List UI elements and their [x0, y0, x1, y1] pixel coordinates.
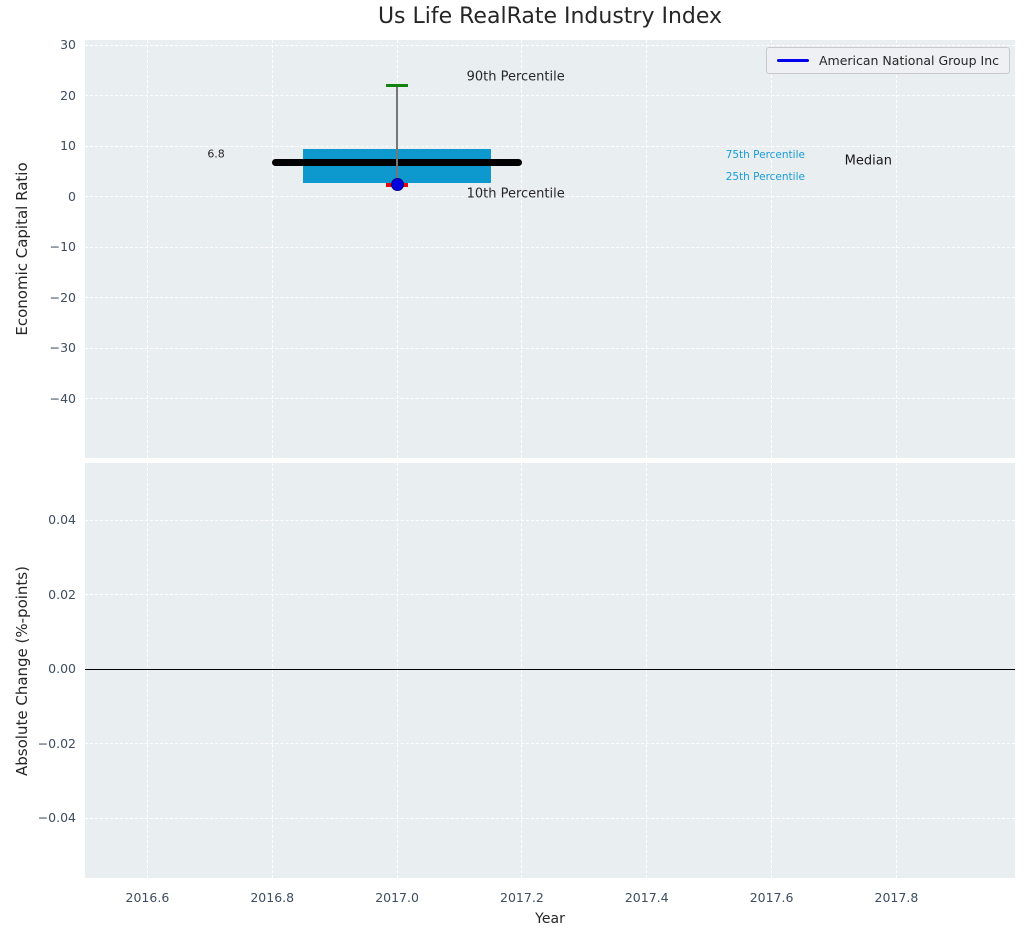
x-tick-label: 2017.2: [500, 890, 544, 905]
gridline-horizontal: [85, 398, 1015, 400]
whisker-line: [396, 85, 398, 186]
y-tick-label: 10: [60, 138, 76, 154]
legend-line-sample: [776, 59, 809, 62]
gridline-vertical: [521, 463, 523, 878]
annotation-25th-percentile: 25th Percentile: [725, 170, 805, 183]
gridline-vertical: [271, 463, 273, 878]
gridline-vertical: [521, 40, 523, 458]
y-tick-label: −0.04: [37, 810, 76, 826]
y-tick-label: 0.02: [48, 586, 76, 602]
gridline-vertical: [895, 40, 897, 458]
annotation-median: Median: [844, 153, 892, 169]
x-axis-label: Year: [535, 911, 565, 927]
y-tick-label: 0.00: [48, 661, 76, 677]
annotation-6-8: 6.8: [207, 147, 225, 161]
annotation-75th-percentile: 75th Percentile: [725, 148, 805, 161]
x-tick-label: 2016.8: [250, 890, 295, 905]
gridline-horizontal: [85, 817, 1015, 819]
x-tick-label: 2016.6: [125, 890, 170, 905]
axes-background: [85, 463, 1015, 878]
gridline-vertical: [646, 40, 648, 458]
gridline-horizontal: [85, 196, 1015, 198]
gridline-vertical: [146, 40, 148, 458]
chart-title: Us Life RealRate Industry Index: [377, 4, 723, 29]
gridline-horizontal: [85, 519, 1015, 521]
y-tick-label: 30: [60, 37, 76, 53]
gridline-horizontal: [85, 95, 1015, 97]
gridline-vertical: [146, 463, 148, 878]
gridline-vertical: [771, 40, 773, 458]
gridline-vertical: [396, 463, 398, 878]
gridline-horizontal: [85, 594, 1015, 596]
y-tick-label: 0.04: [48, 512, 76, 528]
gridline-horizontal: [85, 44, 1015, 46]
axes-background: [85, 40, 1015, 458]
annotation-90th-percentile: 90th Percentile: [466, 69, 565, 85]
y-tick-label: −30: [49, 340, 76, 356]
gridline-vertical: [895, 463, 897, 878]
y-tick-label: 0: [68, 188, 76, 204]
gridline-horizontal: [85, 297, 1015, 299]
annotation-10th-percentile: 10th Percentile: [466, 186, 565, 202]
y-tick-label: −40: [49, 390, 76, 406]
p90-cap: [386, 83, 408, 88]
x-tick-label: 2017.6: [749, 890, 794, 905]
x-tick-label: 2017.8: [874, 890, 919, 905]
gridline-horizontal: [85, 145, 1015, 147]
gridline-vertical: [396, 40, 398, 458]
company-point: [390, 177, 404, 191]
gridline-vertical: [646, 463, 648, 878]
gridline-vertical: [271, 40, 273, 458]
gridline-horizontal: [85, 246, 1015, 248]
y-tick-label: 20: [60, 87, 76, 103]
y-tick-label: −0.02: [37, 735, 76, 751]
y-tick-label: −10: [49, 239, 76, 255]
legend-label: American National Group Inc: [818, 53, 999, 68]
legend: American National Group Inc: [765, 47, 1010, 74]
gridline-horizontal: [85, 743, 1015, 745]
x-tick-label: 2017.4: [624, 890, 669, 905]
gridline-vertical: [771, 463, 773, 878]
zero-line: [85, 668, 1015, 671]
gridline-horizontal: [85, 347, 1015, 349]
y-tick-label: −20: [49, 289, 76, 305]
x-tick-label: 2017.0: [375, 890, 419, 905]
